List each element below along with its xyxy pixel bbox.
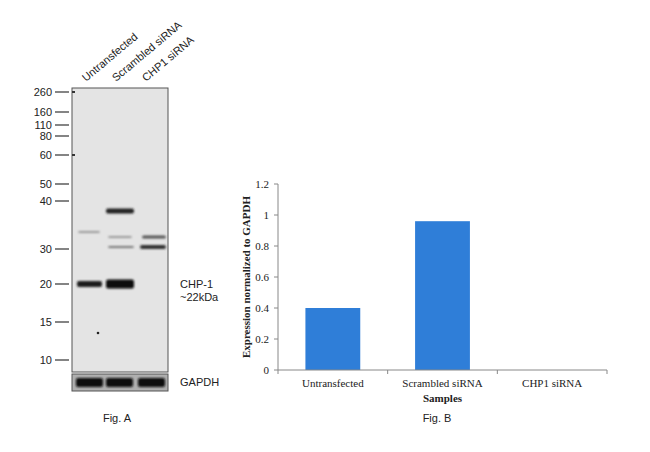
gapdh-band (138, 378, 165, 387)
marker-dash (55, 359, 69, 360)
gapdh-strip (72, 374, 168, 391)
band (77, 281, 102, 287)
x-tick (278, 370, 279, 374)
figure: 2601601108060504030201510UntransfectedSc… (0, 0, 650, 452)
marker-dash (55, 135, 69, 136)
band (142, 236, 166, 239)
band (140, 245, 166, 249)
bar (415, 221, 470, 370)
y-tick-label: 0.6 (255, 271, 269, 283)
x-tick (387, 370, 388, 374)
marker-label: 80 (40, 130, 52, 142)
ladder-spot (72, 91, 75, 93)
x-tick-label: Untransfected (302, 377, 364, 389)
background (0, 0, 650, 452)
marker-dash (55, 124, 69, 125)
y-tick (274, 339, 278, 340)
marker-dash (55, 283, 69, 284)
marker-label: 260 (34, 86, 52, 98)
marker-dash (55, 248, 69, 249)
marker-label: 10 (40, 354, 52, 366)
y-tick (274, 184, 278, 185)
y-tick-label: 0.8 (255, 240, 269, 252)
band (106, 280, 134, 289)
y-tick (274, 308, 278, 309)
blot-membrane (72, 88, 168, 372)
y-tick-label: 0 (264, 364, 270, 376)
loading-control-label: GAPDH (180, 376, 219, 388)
gapdh-band (76, 378, 103, 387)
band (108, 236, 132, 238)
marker-label: 20 (40, 278, 52, 290)
gapdh-band (106, 378, 133, 387)
band-label: ~22kDa (180, 291, 219, 303)
figure-caption: Fig. B (423, 412, 452, 424)
y-axis-title: Expression normalized to GAPDH (240, 196, 252, 358)
y-tick (274, 215, 278, 216)
x-tick (607, 370, 608, 374)
x-tick-label: CHP1 siRNA (522, 377, 582, 389)
ladder-spot (72, 154, 75, 156)
y-tick (274, 277, 278, 278)
marker-dash (55, 91, 69, 92)
marker-label: 30 (40, 243, 52, 255)
blot-panel: 2601601108060504030201510UntransfectedSc… (34, 18, 220, 424)
canvas: 2601601108060504030201510UntransfectedSc… (0, 0, 650, 452)
marker-label: 160 (34, 106, 52, 118)
marker-dash (55, 200, 69, 201)
band (78, 231, 100, 233)
y-tick-label: 0.2 (255, 333, 269, 345)
marker-label: 60 (40, 149, 52, 161)
lane-label: CHP1 siRNA (140, 33, 197, 83)
x-tick (497, 370, 498, 374)
y-tick (274, 246, 278, 247)
speck (97, 332, 100, 335)
y-tick (274, 370, 278, 371)
bars (305, 221, 470, 370)
marker-label: 40 (40, 195, 52, 207)
band (108, 246, 134, 248)
marker-dash (55, 154, 69, 155)
bar (305, 308, 360, 370)
y-tick-label: 0.4 (255, 302, 269, 314)
x-tick-label: Scrambled siRNA (402, 377, 482, 389)
x-axis-title: Samples (423, 392, 463, 404)
marker-dash (55, 111, 69, 112)
y-tick-label: 1.2 (255, 178, 269, 190)
marker-label: 50 (40, 178, 52, 190)
marker-label: 15 (40, 316, 52, 328)
figure-caption: Fig. A (103, 412, 132, 424)
band-label: CHP-1 (180, 278, 213, 290)
x-axis (278, 370, 607, 371)
y-tick-label: 1 (264, 209, 270, 221)
bar-chart: 0 0.2 0.4 0.6 0.8 1 1.2 Untransfected Scrambled … (240, 178, 607, 424)
band (106, 209, 134, 214)
marker-dash (55, 321, 69, 322)
marker-dash (55, 183, 69, 184)
